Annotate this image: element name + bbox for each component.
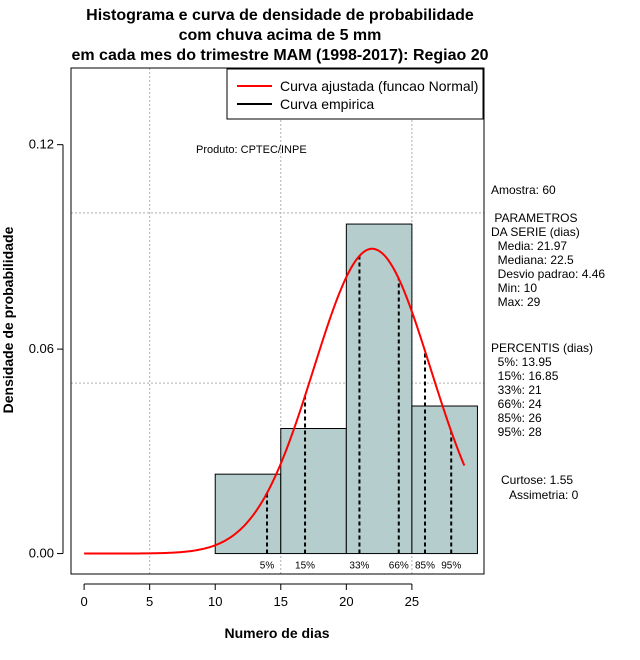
x-tick-label: 0 [80, 594, 87, 609]
histogram-bar [411, 405, 478, 555]
percentile-label: 66% [389, 561, 409, 572]
percentile-lines: 5% 15% 33% 66% 85% 95% [260, 255, 461, 572]
skewness: Assimetria: 0 [509, 488, 579, 502]
chart-title-line-1: Histograma e curva de densidade de proba… [86, 7, 474, 24]
chart-title-line-3: em cada mes do trimestre MAM (1998-2017)… [71, 47, 489, 64]
x-tick-label: 20 [339, 594, 353, 609]
chart-title-line-2: com chuva acima de 5 mm [178, 27, 382, 44]
plot-frame [70, 67, 485, 575]
x-axis-label: Numero de dias [224, 625, 329, 641]
legend-label-empirical: Curva empirica [280, 96, 374, 112]
y-tick-label: 0.12 [29, 137, 54, 152]
legend-label-fit: Curva ajustada (funcao Normal) [280, 78, 478, 94]
param-line: Mediana: 22.5 [491, 253, 574, 267]
histogram-bar [280, 428, 347, 555]
product-label: Produto: CPTEC/INPE [196, 144, 307, 156]
percentile-label: 95% [441, 561, 461, 572]
legend-box [226, 68, 484, 120]
normal-curve-group [84, 247, 466, 555]
percentile-line: 85%: 26 [491, 411, 542, 425]
param-line: PARAMETROS [491, 211, 578, 225]
percentile-label: 15% [295, 561, 315, 572]
percentile-line: 95%: 28 [491, 425, 542, 439]
histogram-bar [345, 223, 413, 555]
kurtosis: Curtose: 1.55 [501, 473, 574, 487]
histogram-bars [214, 223, 478, 555]
x-tick-label: 25 [405, 594, 419, 609]
x-tick-label: 5 [146, 594, 153, 609]
percentile-label: 5% [260, 561, 275, 572]
percentile-line: 33%: 21 [491, 383, 542, 397]
percentile-label: 33% [349, 561, 369, 572]
percentile-line: 66%: 24 [491, 397, 542, 411]
legend: Curva ajustada (funcao Normal) Curva emp… [226, 68, 484, 120]
param-line: Media: 21.97 [491, 239, 568, 253]
x-tick-label: 10 [208, 594, 222, 609]
y-tick-label: 0.06 [29, 341, 54, 356]
normal-curve [84, 247, 466, 555]
percentile-line: 5%: 13.95 [491, 355, 552, 369]
x-tick-label: 15 [274, 594, 288, 609]
percentile-line: 15%: 16.85 [491, 369, 559, 383]
param-line: Max: 29 [491, 295, 541, 309]
percentiles-block: PERCENTIS (dias) 5%: 13.95 15%: 16.85 33… [491, 341, 593, 439]
param-line: DA SERIE (dias) [491, 225, 580, 239]
parameters-block: PARAMETROS DA SERIE (dias) Media: 21.97 … [491, 211, 605, 309]
y-tick-label: 0.00 [29, 546, 54, 561]
param-line: Min: 10 [491, 281, 538, 295]
param-line: Desvio padrao: 4.46 [491, 267, 606, 281]
percentile-line: PERCENTIS (dias) [491, 341, 594, 355]
percentile-label: 85% [415, 561, 435, 572]
axes: 0 5 10 15 20 25 0.00 0.06 0.12 [29, 67, 485, 609]
sample-size: Amostra: 60 [491, 183, 556, 197]
y-axis-label: Densidade de probabilidade [0, 226, 16, 413]
